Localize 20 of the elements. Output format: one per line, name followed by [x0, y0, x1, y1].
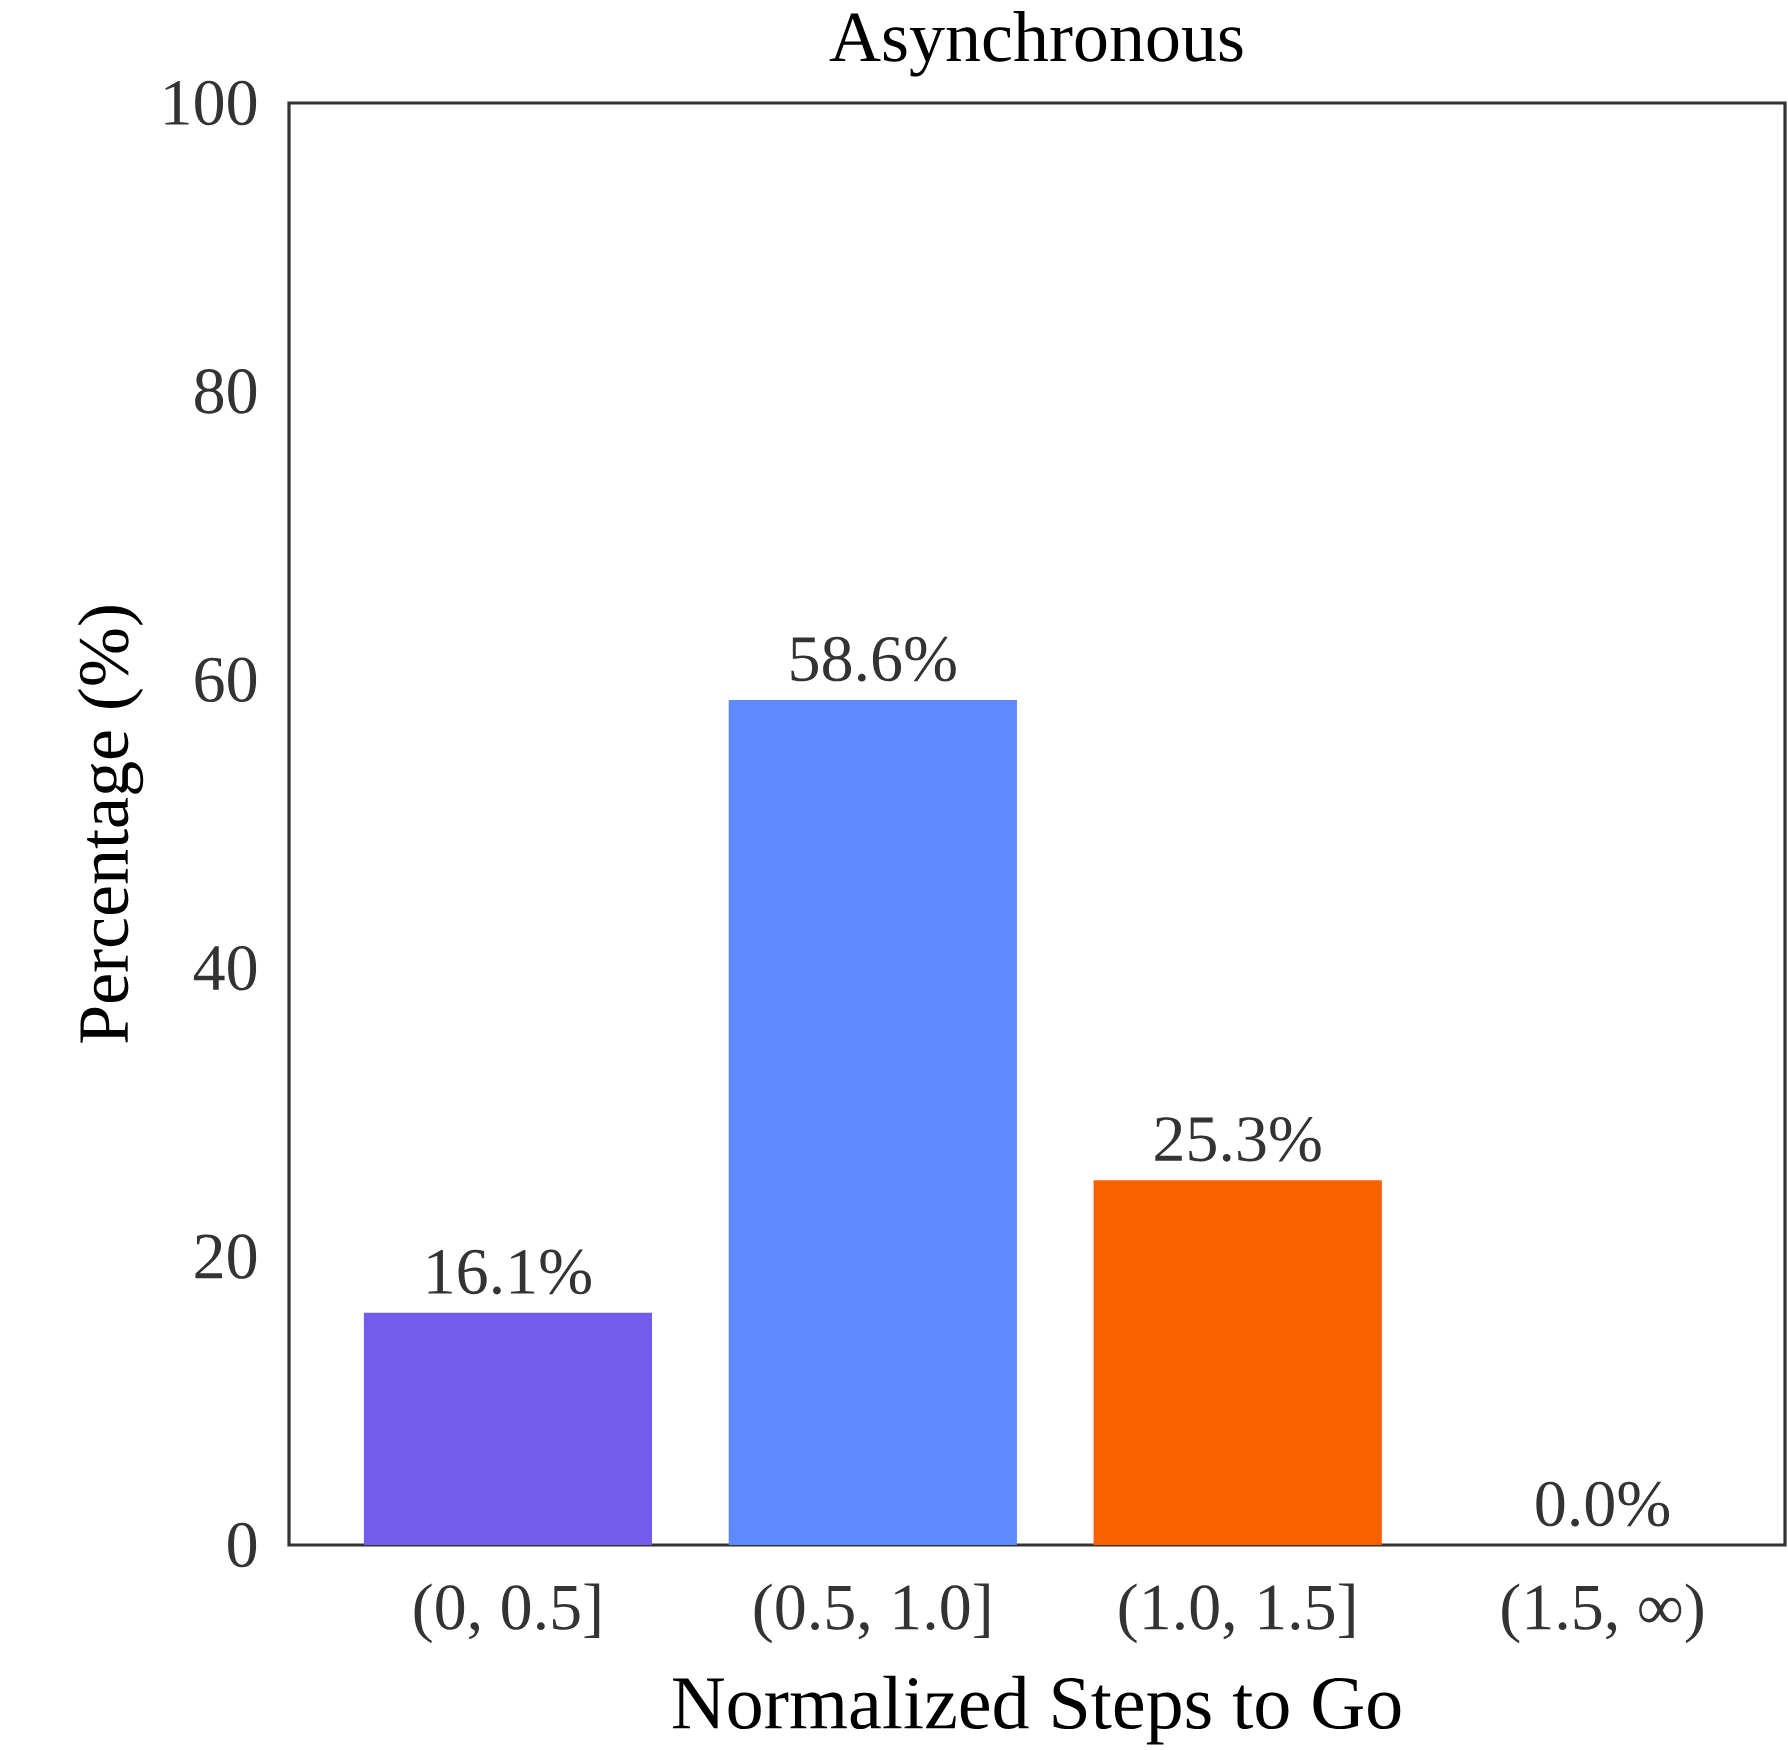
y-tick-label: 60	[195, 657, 257, 703]
data-label: 0.0%	[1536, 1481, 1670, 1527]
y-tick-label: 100	[165, 80, 257, 126]
data-label: 25.3%	[1155, 1116, 1321, 1162]
y-tick-label: 0	[228, 1522, 257, 1568]
y-tick-label: 40	[193, 945, 257, 991]
x-tick-label: (0.5, 1.0]	[754, 1583, 989, 1644]
chart-title: Asynchronous	[829, 11, 1243, 77]
bar	[1093, 1180, 1382, 1545]
x-tick-label: (1.5, ∞)	[1502, 1583, 1703, 1644]
data-label: 16.1%	[428, 1249, 591, 1295]
x-tick-label: (0, 0.5]	[414, 1583, 600, 1644]
y-tick-label: 20	[195, 1234, 257, 1279]
bar	[363, 1312, 653, 1545]
y-axis-title: Percentage (%)	[77, 606, 144, 1043]
bar	[728, 699, 1017, 1545]
x-axis-title: Normalized Steps to Go	[672, 1675, 1401, 1745]
y-tick-label: 80	[195, 369, 257, 414]
x-tick-label: (1.0, 1.5]	[1119, 1583, 1354, 1644]
data-label: 58.6%	[791, 636, 956, 682]
